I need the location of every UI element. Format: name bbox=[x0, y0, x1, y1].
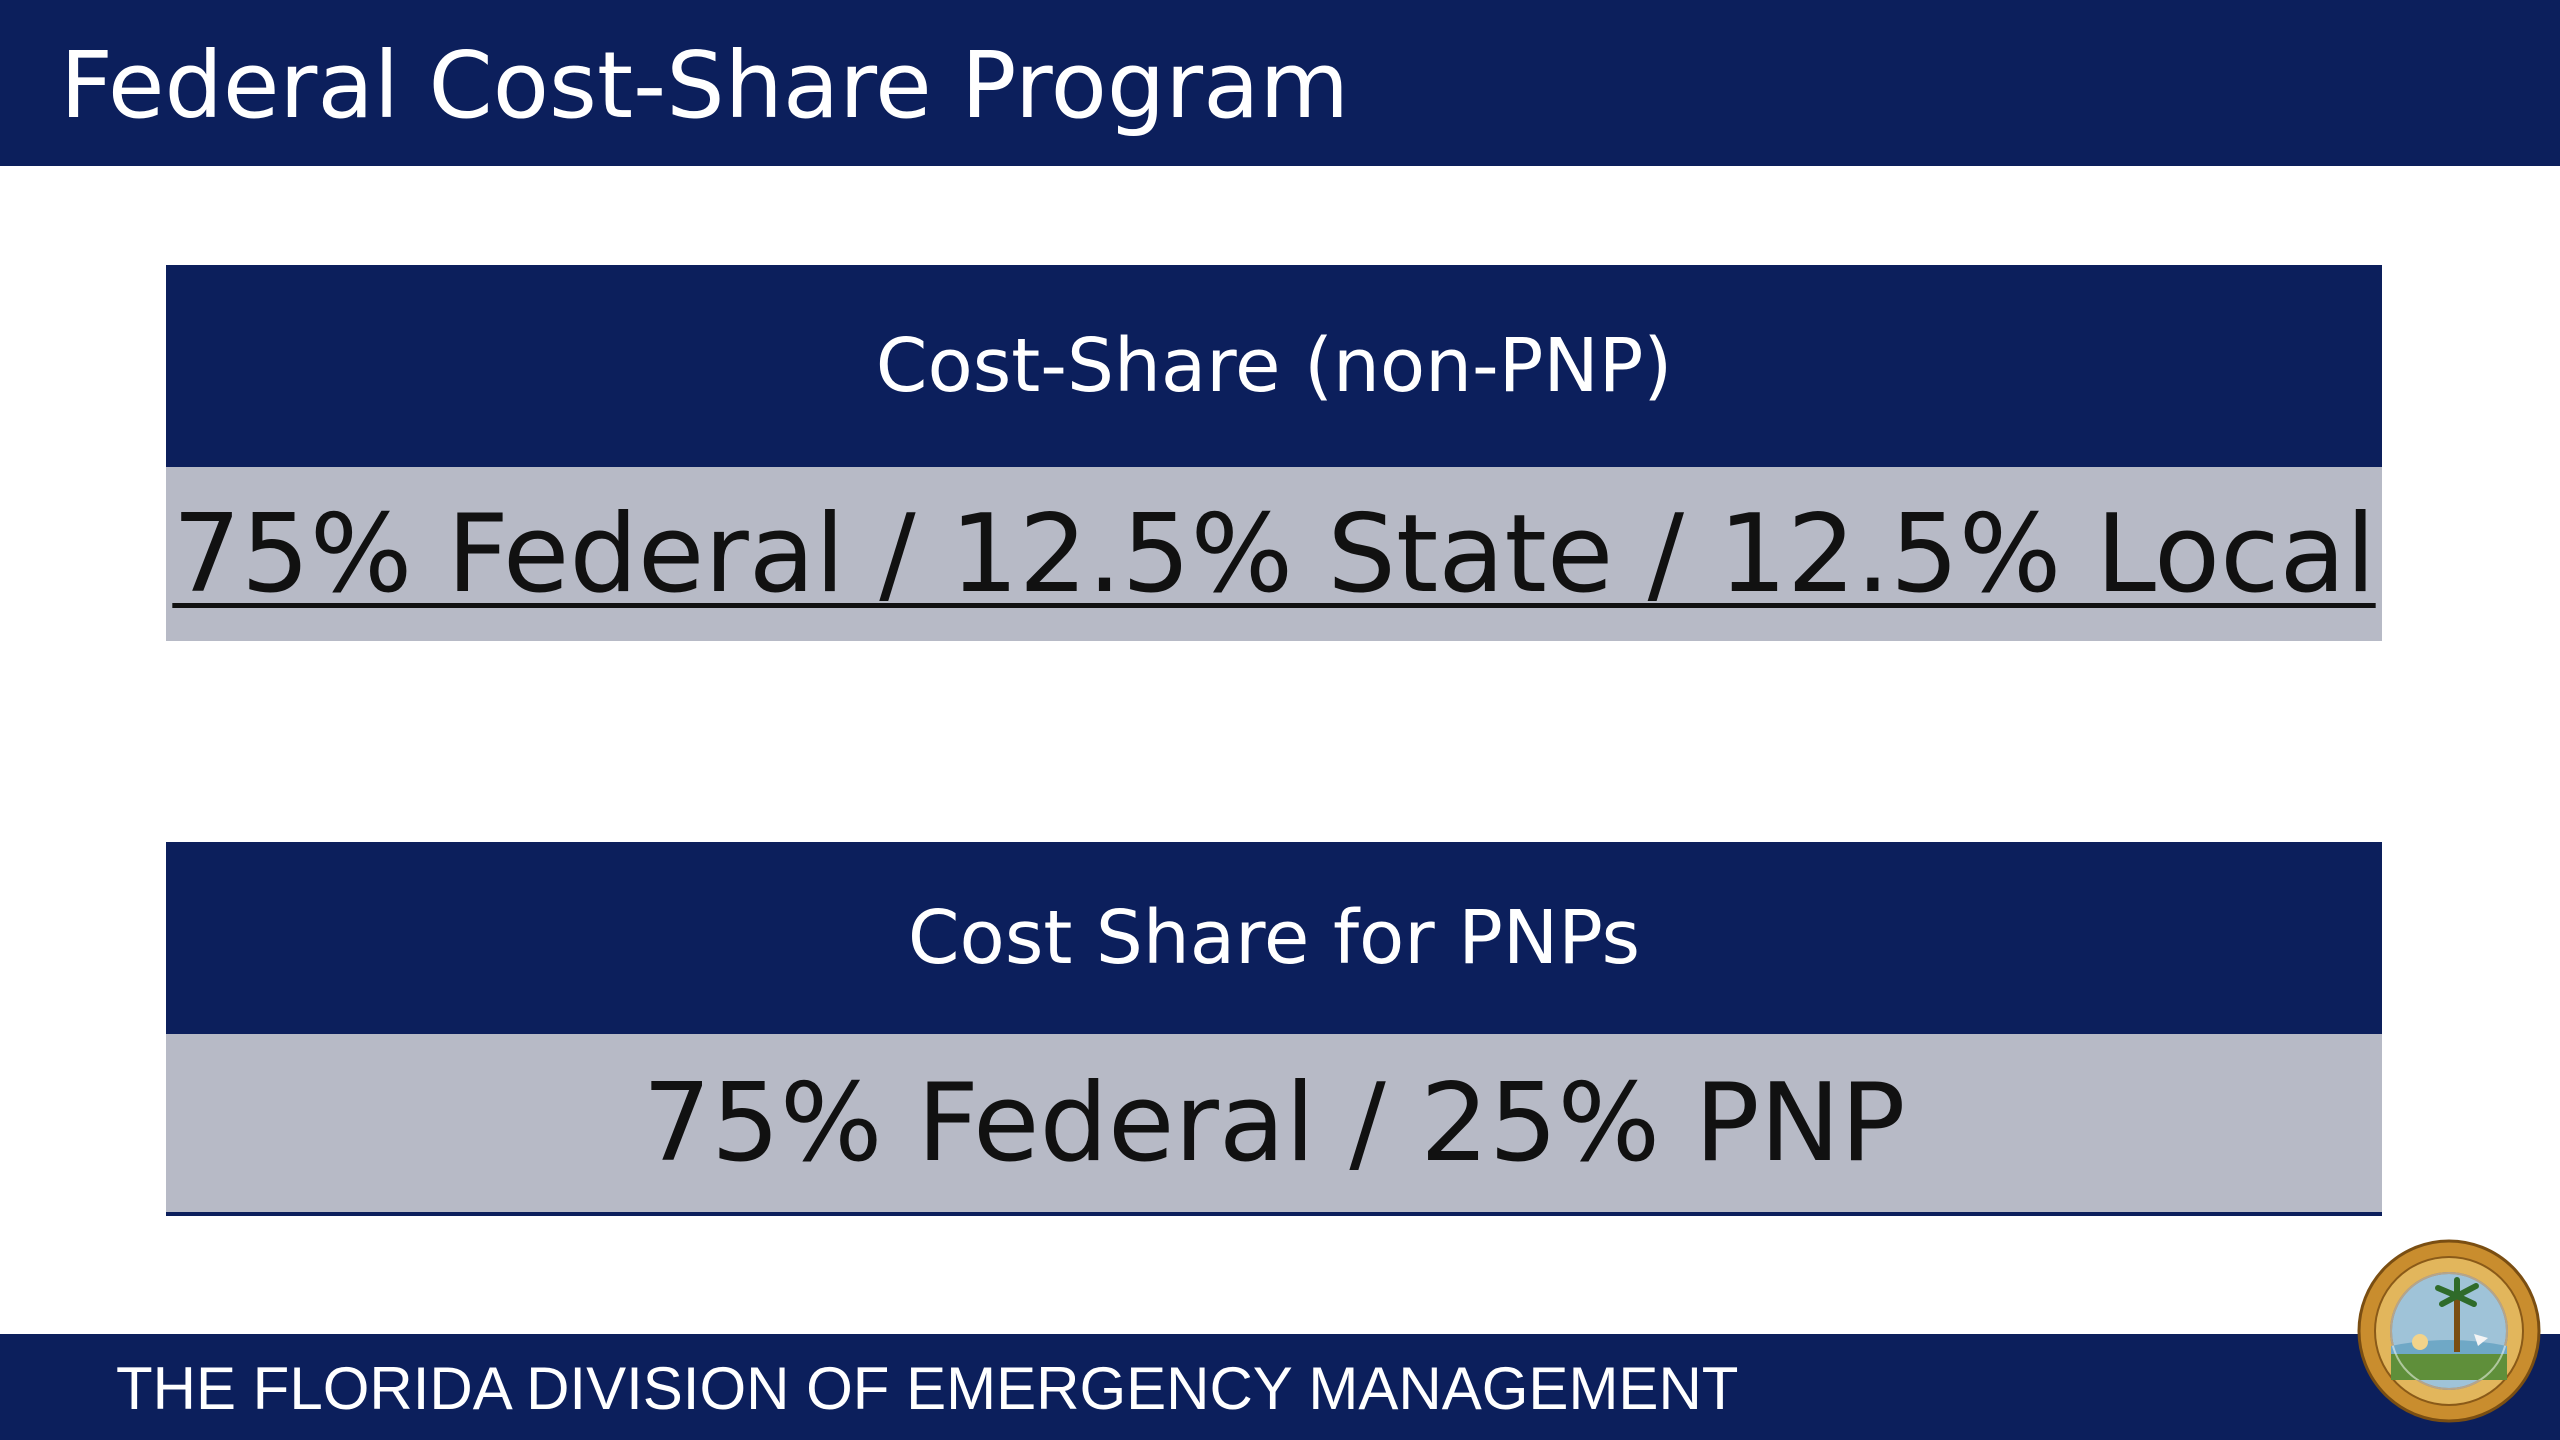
footer-text: THE FLORIDA DIVISION OF EMERGENCY MANAGE… bbox=[116, 1355, 1739, 1422]
cost-share-pnp-panel: Cost Share for PNPs 75% Federal / 25% PN… bbox=[166, 842, 2382, 1216]
panel-heading: Cost Share for PNPs bbox=[166, 842, 2382, 1034]
cost-share-non-pnp-panel: Cost-Share (non-PNP) 75% Federal / 12.5%… bbox=[166, 265, 2382, 641]
panel-value-box: 75% Federal / 25% PNP bbox=[166, 1034, 2382, 1216]
panel-heading: Cost-Share (non-PNP) bbox=[166, 265, 2382, 467]
florida-state-seal-icon bbox=[2357, 1239, 2541, 1423]
panel-value: 75% Federal / 25% PNP bbox=[642, 1060, 1906, 1186]
panel-value-box: 75% Federal / 12.5% State / 12.5% Local bbox=[166, 467, 2382, 641]
title-bar: Federal Cost-Share Program bbox=[0, 0, 2560, 166]
slide-title: Federal Cost-Share Program bbox=[60, 32, 1350, 139]
footer-bar: THE FLORIDA DIVISION OF EMERGENCY MANAGE… bbox=[0, 1334, 2560, 1440]
panel-value: 75% Federal / 12.5% State / 12.5% Local bbox=[172, 491, 2376, 617]
